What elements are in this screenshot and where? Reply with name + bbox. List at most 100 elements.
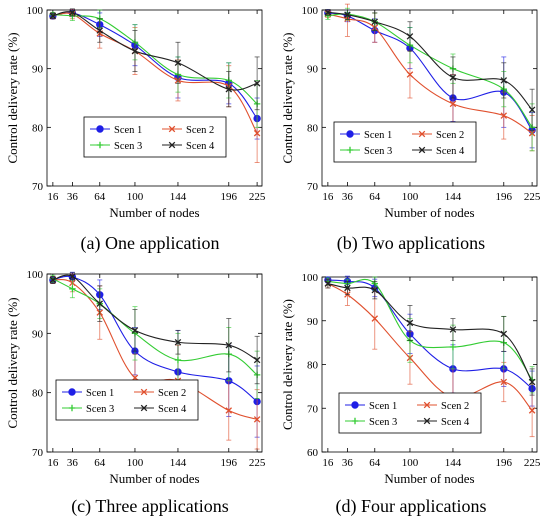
- legend-item-4: Scen 4: [162, 141, 215, 152]
- x-tick-label: 144: [170, 191, 187, 203]
- legend-item-4: Scen 4: [134, 404, 187, 415]
- data-point: [449, 74, 457, 81]
- legend-item-2: Scen 2: [162, 125, 214, 136]
- data-point: [500, 330, 508, 338]
- legend: Scen 1 Scen 2 Scen 3 Scen 4: [338, 392, 482, 434]
- data-point: [406, 33, 414, 40]
- x-tick-label: 36: [342, 191, 354, 203]
- y-tick-label: 70: [32, 447, 44, 459]
- legend-marker: [351, 417, 359, 425]
- subfigure-caption: (d) Four applications: [336, 496, 487, 517]
- legend-item-1: Scen 1: [340, 130, 392, 141]
- x-tick-label: 100: [127, 457, 144, 469]
- legend: Scen 1 Scen 2 Scen 3 Scen 4: [55, 379, 199, 421]
- x-tick-label: 144: [170, 457, 187, 469]
- y-tick-label: 90: [307, 64, 319, 76]
- legend-item-3: Scen 3: [90, 141, 142, 152]
- data-point: [49, 12, 57, 20]
- legend-box: [333, 121, 477, 163]
- series-line: [52, 14, 258, 105]
- data-point: [69, 9, 76, 16]
- x-tick-label: 36: [67, 457, 79, 469]
- series-4: [324, 278, 536, 396]
- legend: Scen 1 Scen 2 Scen 3 Scen 4: [83, 116, 227, 158]
- y-tick-label: 70: [32, 181, 44, 193]
- legend-marker: [418, 130, 426, 138]
- y-tick-label: 90: [32, 328, 44, 340]
- chart-panel-4: 60 70 80 90 100 16 36 64 100 144 196 225 Number of n…: [280, 272, 541, 517]
- legend-box: [83, 116, 227, 158]
- x-axis-label: Number of nodes: [384, 471, 474, 486]
- legend-item-1: Scen 1: [90, 125, 142, 136]
- y-tick-label: 90: [307, 316, 319, 328]
- y-axis-label: Control delivery rate (%): [5, 297, 20, 428]
- legend-label: Scen 2: [436, 130, 464, 141]
- series-line: [327, 278, 533, 381]
- x-tick-label: 36: [67, 191, 79, 203]
- series-4: [49, 272, 261, 385]
- legend-label: Scen 3: [364, 146, 392, 157]
- subfigure-caption: (a) One application: [81, 233, 220, 254]
- data-point: [528, 378, 536, 386]
- legend-item-1: Scen 1: [345, 401, 397, 412]
- data-point: [371, 18, 379, 25]
- data-point: [174, 356, 182, 364]
- data-point: [69, 273, 76, 280]
- x-tick-label: 225: [249, 191, 266, 203]
- x-tick-label: 196: [496, 457, 513, 469]
- x-tick-label: 100: [127, 191, 144, 203]
- legend-item-3: Scen 3: [62, 404, 114, 415]
- x-tick-label: 225: [524, 457, 541, 469]
- data-point: [174, 59, 182, 67]
- y-tick-label: 80: [307, 122, 319, 134]
- data-point: [253, 129, 261, 137]
- legend-item-3: Scen 3: [340, 146, 392, 157]
- legend-marker: [351, 401, 359, 409]
- legend-marker: [140, 388, 148, 396]
- x-tick-label: 16: [322, 457, 334, 469]
- data-point: [371, 315, 379, 322]
- data-point: [449, 100, 457, 108]
- legend-label: Scen 1: [114, 125, 142, 136]
- y-tick-label: 70: [307, 403, 319, 415]
- plot-frame: [46, 273, 263, 453]
- data-point: [344, 11, 351, 18]
- x-tick-label: 64: [94, 457, 106, 469]
- x-axis-label: Number of nodes: [109, 471, 199, 486]
- y-tick-label: 80: [32, 122, 44, 134]
- legend-label: Scen 1: [364, 130, 392, 141]
- subfigure-caption: (c) Three applications: [71, 496, 229, 517]
- data-point: [69, 285, 76, 293]
- y-tick-label: 100: [27, 269, 44, 281]
- y-tick-label: 60: [307, 447, 319, 459]
- data-point: [49, 276, 57, 284]
- x-tick-label: 64: [369, 457, 381, 469]
- data-point: [449, 343, 457, 351]
- legend-box: [55, 379, 199, 421]
- y-axis-label: Control delivery rate (%): [280, 32, 295, 163]
- legend-label: Scen 1: [369, 401, 397, 412]
- x-tick-label: 16: [47, 457, 59, 469]
- legend-marker: [140, 404, 148, 412]
- data-point: [96, 300, 104, 307]
- legend-marker: [423, 417, 431, 425]
- data-point: [253, 356, 261, 364]
- x-tick-label: 225: [249, 457, 266, 469]
- y-tick-label: 100: [302, 5, 319, 17]
- data-point: [500, 112, 508, 119]
- x-axis-label: Number of nodes: [384, 205, 474, 220]
- legend-item-4: Scen 4: [412, 146, 465, 157]
- y-tick-label: 100: [302, 272, 319, 284]
- data-point: [131, 47, 139, 55]
- x-tick-label: 64: [94, 191, 106, 203]
- x-tick-label: 16: [47, 191, 59, 203]
- data-point: [406, 319, 414, 327]
- y-axis-label: Control delivery rate (%): [5, 32, 20, 163]
- x-tick-label: 196: [221, 191, 238, 203]
- chart-panel-1: 70 80 90 100 16 36 64 100 144 196 225 Number of nod…: [5, 5, 266, 254]
- data-point: [324, 280, 332, 287]
- x-tick-label: 144: [445, 191, 462, 203]
- legend-label: Scen 1: [86, 388, 114, 399]
- plot-frame: [46, 9, 263, 187]
